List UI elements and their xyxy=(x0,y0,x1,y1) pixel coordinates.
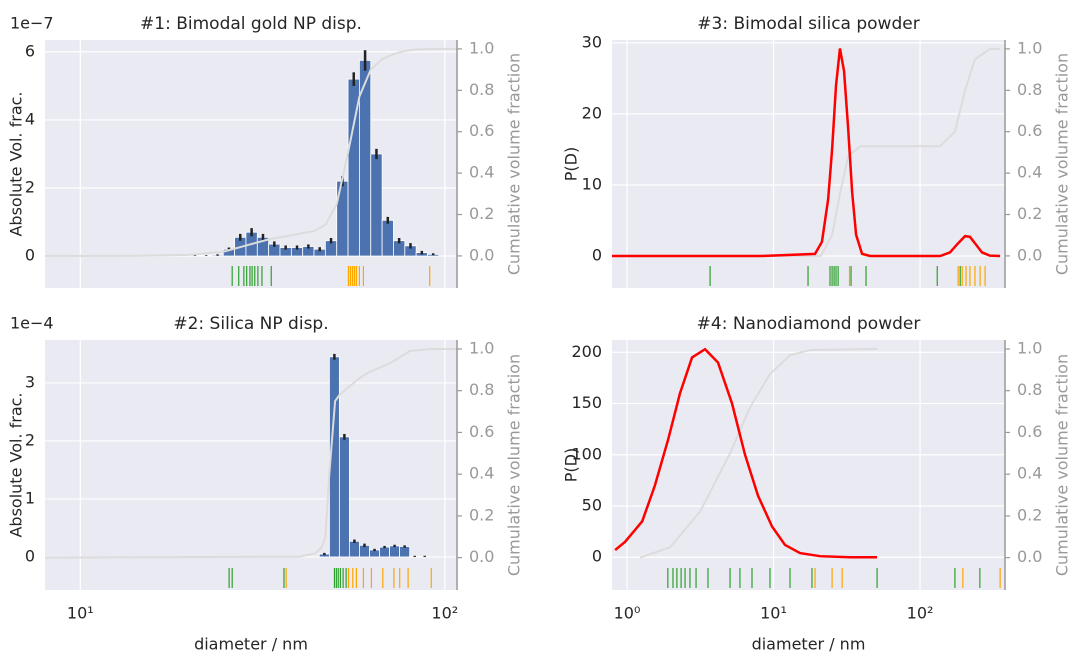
x-tick-label: 10⁰ xyxy=(614,604,641,623)
y2-tick-label: 0.8 xyxy=(1017,380,1042,399)
cumulative-line xyxy=(44,347,457,559)
offset-text: 1e−7 xyxy=(10,14,54,33)
y-tick-label: 1 xyxy=(25,488,35,507)
y-axis-label: Absolute Vol. frac. xyxy=(7,91,26,236)
y2-axis-label: Cumulative volume fraction xyxy=(1053,354,1072,576)
y2-tick-label: 0.8 xyxy=(469,380,494,399)
y-tick-label: 100 xyxy=(571,444,602,463)
bar xyxy=(379,546,390,558)
y-tick-label: 50 xyxy=(582,495,602,514)
bar xyxy=(338,436,350,558)
y2-tick-label: 0.0 xyxy=(1017,547,1042,566)
y2-tick-label: 0.2 xyxy=(469,505,494,524)
y2-axis-label: Cumulative volume fraction xyxy=(505,53,524,275)
cumulative-line xyxy=(612,47,1001,257)
y-tick-label: 2 xyxy=(25,430,35,449)
y2-tick-label: 0.6 xyxy=(1017,121,1042,140)
plot-area xyxy=(612,40,1005,288)
x-tick-label: 10¹ xyxy=(760,604,787,623)
y2-tick-label: 0.8 xyxy=(1017,80,1042,99)
y-tick-label: 200 xyxy=(571,342,602,361)
y2-tick-label: 0.4 xyxy=(1017,464,1042,483)
y2-tick-label: 0.4 xyxy=(469,464,494,483)
x-tick-label: 10¹ xyxy=(67,604,94,623)
bar xyxy=(349,540,360,558)
bar xyxy=(381,219,394,257)
y-tick-label: 0 xyxy=(25,546,35,565)
x-tick-label: 10² xyxy=(907,604,934,623)
y-tick-label: 3 xyxy=(25,372,35,391)
y2-tick-label: 1.0 xyxy=(469,338,494,357)
y2-tick-label: 0.8 xyxy=(469,80,494,99)
y2-tick-label: 1.0 xyxy=(1017,338,1042,357)
y2-axis-label: Cumulative volume fraction xyxy=(505,354,524,576)
y-tick-label: 30 xyxy=(582,32,602,51)
y2-tick-label: 0.2 xyxy=(1017,505,1042,524)
bar xyxy=(389,545,401,558)
y2-tick-label: 0.2 xyxy=(469,204,494,223)
offset-text: 1e−4 xyxy=(10,314,54,333)
bar xyxy=(359,60,372,257)
y2-tick-label: 0.6 xyxy=(469,121,494,140)
y2-tick-label: 0.4 xyxy=(469,163,494,182)
y-tick-label: 2 xyxy=(25,177,35,196)
chart-title: #4: Nanodiamond powder xyxy=(697,314,921,334)
y-axis-label: P(D) xyxy=(562,448,581,482)
y-tick-label: 0 xyxy=(592,547,602,566)
y2-tick-label: 0.6 xyxy=(469,422,494,441)
y-tick-label: 150 xyxy=(571,393,602,412)
y2-tick-label: 0.0 xyxy=(469,547,494,566)
distribution-line xyxy=(614,347,878,559)
y2-tick-label: 0.0 xyxy=(1017,245,1042,264)
y2-tick-label: 0.6 xyxy=(1017,422,1042,441)
y-tick-label: 6 xyxy=(25,41,35,60)
x-axis-label: diameter / nm xyxy=(752,635,866,654)
y-axis-label: P(D) xyxy=(562,147,581,181)
x-tick-label: 10² xyxy=(431,604,458,623)
bar xyxy=(370,153,383,257)
chart-title: #1: Bimodal gold NP disp. xyxy=(140,14,362,34)
y2-tick-label: 1.0 xyxy=(469,38,494,57)
y2-tick-label: 1.0 xyxy=(1017,38,1042,57)
y-tick-label: 10 xyxy=(582,174,602,193)
y-tick-label: 0 xyxy=(25,246,35,265)
cumulative-line xyxy=(45,47,457,257)
chart-title: #3: Bimodal silica powder xyxy=(697,14,919,34)
cumulative-line xyxy=(639,347,878,559)
x-axis-label: diameter / nm xyxy=(194,635,308,654)
y2-tick-label: 0.0 xyxy=(469,245,494,264)
distribution-line xyxy=(612,48,1001,258)
plot-area xyxy=(612,340,1005,590)
y-tick-label: 20 xyxy=(582,103,602,122)
y-tick-label: 0 xyxy=(592,246,602,265)
y2-tick-label: 0.2 xyxy=(1017,204,1042,223)
bar xyxy=(399,546,411,558)
y-tick-label: 4 xyxy=(25,109,35,128)
y2-tick-label: 0.4 xyxy=(1017,163,1042,182)
chart-title: #2: Silica NP disp. xyxy=(173,314,328,334)
y-axis-label: Absolute Vol. frac. xyxy=(7,392,26,537)
y2-axis-label: Cumulative volume fraction xyxy=(1053,53,1072,275)
